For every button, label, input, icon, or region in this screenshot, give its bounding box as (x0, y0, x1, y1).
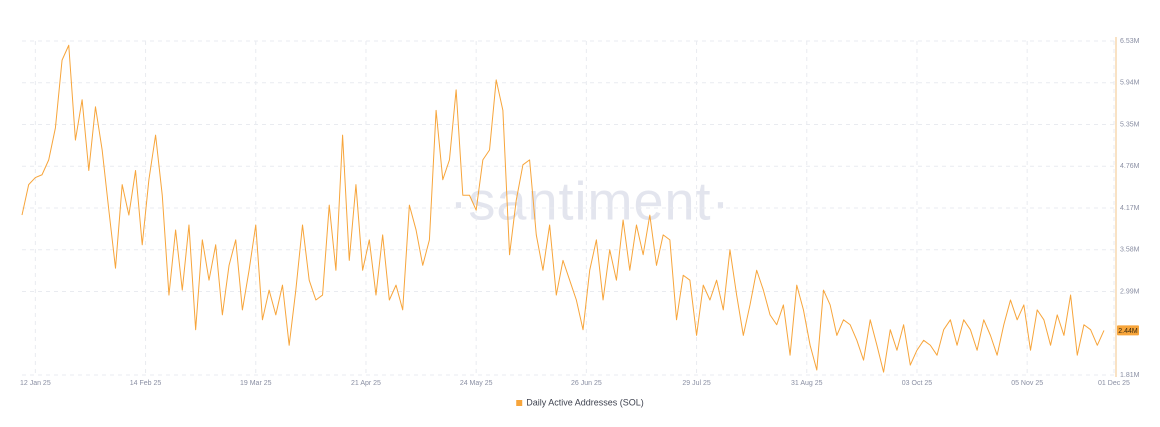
x-tick-label: 29 Jul 25 (682, 380, 711, 387)
y-tick-label: 4.17M (1120, 205, 1140, 212)
y-tick-label: 3.58M (1120, 247, 1140, 254)
x-tick-label: 21 Apr 25 (351, 380, 381, 387)
x-tick-label: 19 Mar 25 (240, 380, 272, 387)
x-tick-label: 05 Nov 25 (1011, 380, 1043, 387)
y-tick-label: 5.35M (1120, 121, 1140, 128)
legend-label: Daily Active Addresses (SOL) (526, 397, 644, 407)
y-tick-label: 6.53M (1120, 38, 1140, 45)
y-tick-label: 2.99M (1120, 288, 1140, 295)
legend: Daily Active Addresses (SOL) (516, 397, 644, 407)
x-tick-label: 12 Jan 25 (20, 380, 51, 387)
legend-swatch (516, 400, 523, 406)
y-tick-label: 1.81M (1120, 372, 1140, 379)
x-tick-label: 01 Dec 25 (1098, 380, 1130, 387)
x-tick-label: 24 May 25 (460, 380, 493, 387)
last-value-badge (1117, 325, 1139, 336)
x-tick-label: 03 Oct 25 (902, 380, 932, 387)
x-tick-label: 14 Feb 25 (130, 380, 162, 387)
last-value-label: 2.44M (1118, 328, 1138, 335)
watermark: ·santiment· (449, 171, 730, 231)
x-tick-label: 26 Jun 25 (571, 380, 602, 387)
y-tick-label: 5.94M (1120, 80, 1140, 87)
x-tick-label: 31 Aug 25 (791, 380, 823, 387)
y-tick-label: 4.76M (1120, 163, 1140, 170)
series-line (21, 44, 1105, 373)
